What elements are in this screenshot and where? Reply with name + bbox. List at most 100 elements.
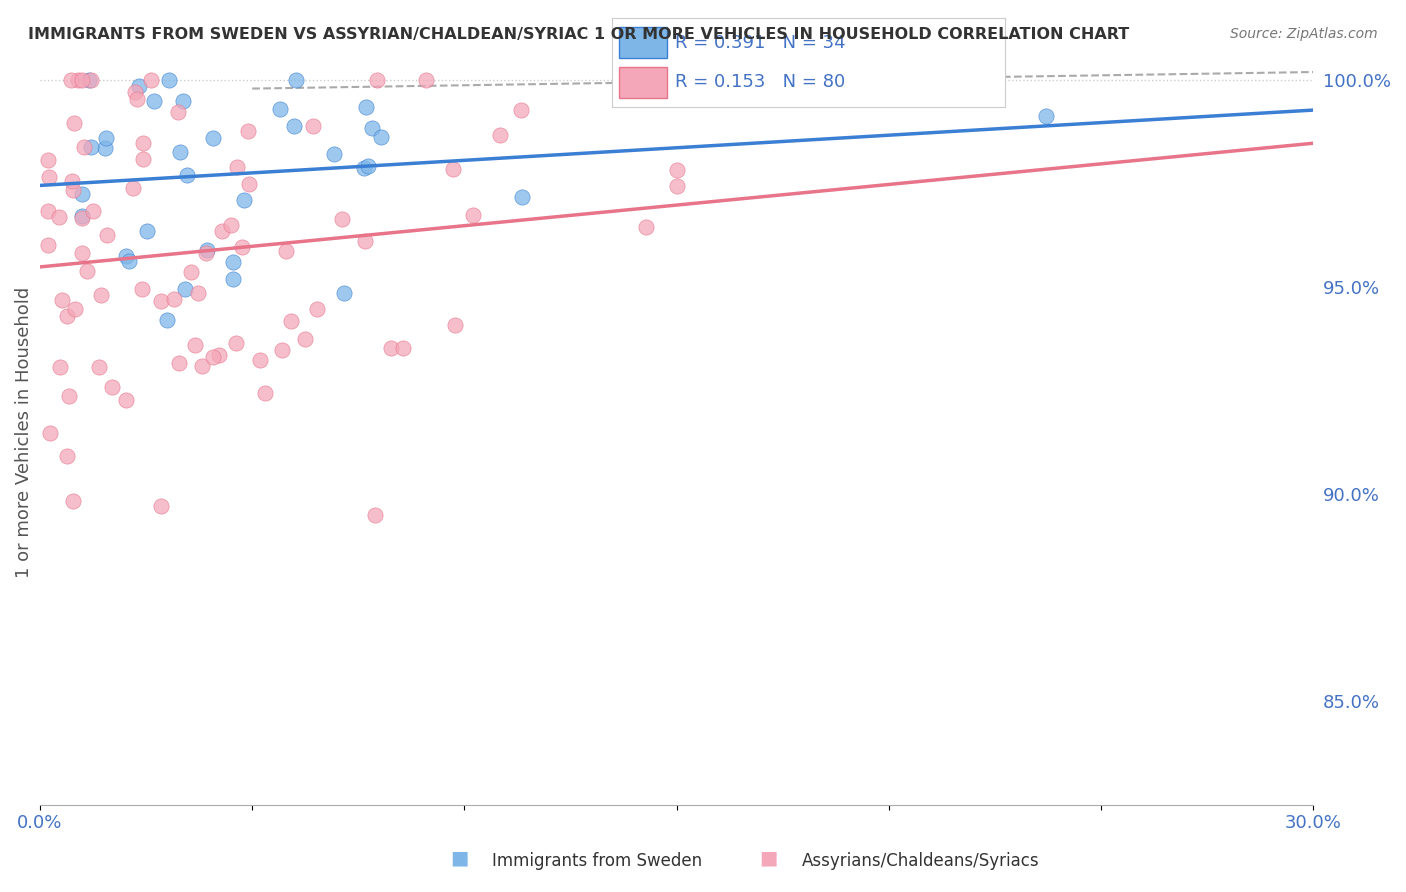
Point <box>294 332 316 346</box>
Point <box>101 380 124 394</box>
Point <box>73 139 96 153</box>
Text: IMMIGRANTS FROM SWEDEN VS ASSYRIAN/CHALDEAN/SYRIAC 1 OR MORE VEHICLES IN HOUSEHO: IMMIGRANTS FROM SWEDEN VS ASSYRIAN/CHALD… <box>28 27 1129 42</box>
Text: Assyrians/Chaldeans/Syriacs: Assyrians/Chaldeans/Syriacs <box>801 852 1039 870</box>
Text: Immigrants from Sweden: Immigrants from Sweden <box>492 852 702 870</box>
Point <box>128 78 150 93</box>
Point <box>201 351 224 365</box>
Point <box>136 224 159 238</box>
Point <box>96 227 118 242</box>
Text: R = 0.391   N = 34: R = 0.391 N = 34 <box>675 34 845 52</box>
Point <box>156 313 179 327</box>
Point <box>222 272 245 286</box>
Point <box>72 245 94 260</box>
Point <box>280 314 302 328</box>
Point <box>283 119 305 133</box>
Point <box>149 500 172 514</box>
Point <box>77 73 100 87</box>
Point <box>76 264 98 278</box>
Point <box>195 243 218 257</box>
Text: Source: ZipAtlas.com: Source: ZipAtlas.com <box>1230 27 1378 41</box>
Point <box>191 359 214 373</box>
Point <box>55 309 77 323</box>
Point <box>307 302 329 317</box>
Point <box>62 174 84 188</box>
Point <box>131 282 153 296</box>
Point <box>461 208 484 222</box>
Text: ■: ■ <box>450 848 468 867</box>
Point <box>364 508 387 522</box>
Point <box>441 161 464 176</box>
Point <box>80 140 103 154</box>
Point <box>72 211 94 226</box>
Point <box>167 105 190 120</box>
Point <box>82 203 104 218</box>
Point <box>157 73 180 87</box>
Point <box>353 161 375 176</box>
Point <box>65 302 87 317</box>
Point <box>141 73 163 87</box>
FancyBboxPatch shape <box>620 67 666 98</box>
Point <box>38 170 60 185</box>
Point <box>90 288 112 302</box>
Point <box>202 131 225 145</box>
Point <box>443 318 465 332</box>
Point <box>132 136 155 150</box>
Point <box>51 293 73 307</box>
Point <box>222 254 245 268</box>
Point <box>225 160 247 174</box>
Point <box>332 286 354 301</box>
Point <box>114 249 136 263</box>
Point <box>183 337 205 351</box>
Point <box>62 494 84 508</box>
Point <box>80 73 103 87</box>
Point <box>173 95 195 109</box>
Point <box>271 343 294 357</box>
Point <box>356 100 378 114</box>
Point <box>150 293 173 308</box>
Point <box>125 92 148 106</box>
Point <box>225 335 247 350</box>
Point <box>510 190 533 204</box>
Point <box>114 392 136 407</box>
Point <box>72 209 94 223</box>
Point <box>176 168 198 182</box>
Point <box>58 389 80 403</box>
Point <box>276 244 298 258</box>
Point <box>48 210 70 224</box>
Point <box>392 341 415 355</box>
Point <box>357 159 380 173</box>
Point <box>233 194 256 208</box>
Point <box>122 181 145 195</box>
Point <box>509 103 531 117</box>
Point <box>143 94 166 108</box>
Point <box>1035 109 1057 123</box>
Point <box>94 131 117 145</box>
Point <box>370 130 392 145</box>
Y-axis label: 1 or more Vehicles in Household: 1 or more Vehicles in Household <box>15 286 32 578</box>
Point <box>238 177 260 191</box>
Point <box>330 212 353 227</box>
Point <box>366 73 388 87</box>
Point <box>665 179 688 194</box>
Point <box>187 285 209 300</box>
Point <box>665 73 688 87</box>
Point <box>39 425 62 440</box>
Text: R = 0.153   N = 80: R = 0.153 N = 80 <box>675 73 845 91</box>
Point <box>70 73 93 87</box>
Point <box>167 356 190 370</box>
Point <box>489 128 512 142</box>
Point <box>117 253 139 268</box>
Point <box>55 449 77 463</box>
Point <box>415 73 437 87</box>
Point <box>665 163 688 178</box>
Point <box>323 147 346 161</box>
Point <box>208 348 231 362</box>
Point <box>231 240 253 254</box>
Point <box>195 246 218 260</box>
Point <box>285 73 308 87</box>
Point <box>37 153 59 167</box>
Point <box>37 237 59 252</box>
Text: ■: ■ <box>759 848 778 867</box>
Point <box>211 224 233 238</box>
Point <box>301 119 323 133</box>
